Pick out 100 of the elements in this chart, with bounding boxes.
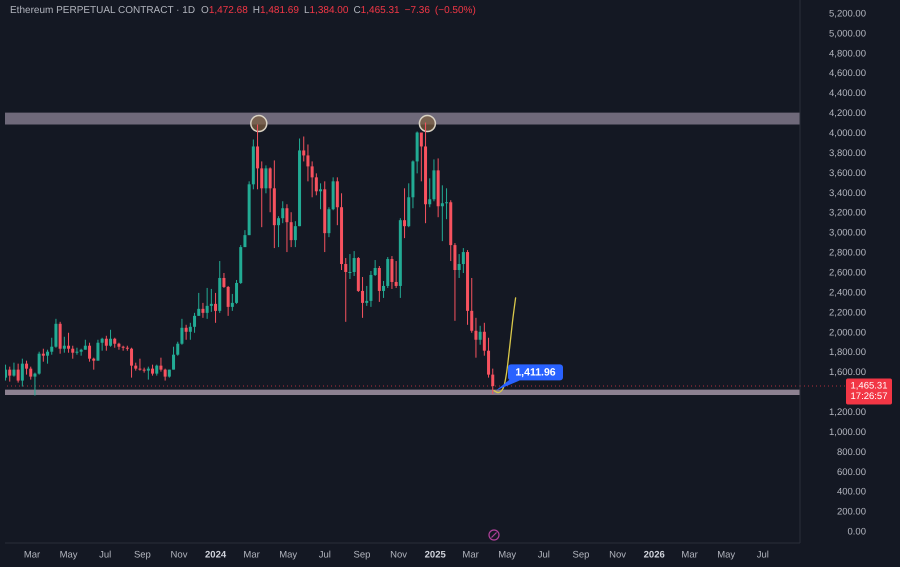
candlestick [230,293,234,312]
y-tick-label: 3,000.00 [829,228,866,239]
ref-line-label: 1,465.31 [850,380,888,392]
y-tick-label: 2,800.00 [829,248,866,259]
y-tick-label: 5,200.00 [829,8,866,20]
x-tick-label: May [498,550,516,561]
candlestick [159,357,162,372]
x-tick-label: May [717,550,736,561]
candlestick [197,292,200,316]
candlestick [20,358,24,388]
x-tick-label: Sep [572,550,590,561]
candlestick [285,204,288,253]
candlestick [403,188,406,239]
candlestick [184,324,188,340]
y-tick-label: 5,000.00 [829,28,866,40]
candlestick [260,160,264,228]
candlestick [222,272,226,288]
candlestick [130,347,134,378]
candlestick [201,302,204,318]
y-tick-label: 2,200.00 [829,307,866,318]
y-tick-label: 2,600.00 [829,267,866,278]
x-tick-label: Nov [390,550,408,561]
candlestick [420,132,423,182]
y-tick-label: 4,000.00 [829,128,866,140]
candlestick [302,136,306,162]
candlestick [277,216,280,248]
candlestick [428,178,432,208]
y-tick-label: 3,200.00 [829,208,866,219]
candlestick [294,220,297,248]
x-tick-label: Sep [134,550,151,561]
candlestick [46,349,50,364]
y-tick-label: 400.00 [836,486,866,498]
y-tick-label: 1,600.00 [829,367,866,378]
y-tick-label: 1,800.00 [829,347,866,358]
candlestick [25,360,28,376]
y-tick-label: 3,400.00 [829,188,866,199]
candlestick [487,337,490,378]
y-tick-label: 1,000.00 [829,426,866,438]
candlestick [214,292,218,324]
x-tick-label: 2025 [424,550,446,561]
candlestick [365,285,368,306]
candlestick [390,256,394,290]
x-tick-label: 2024 [205,550,227,561]
candlestick [491,368,494,395]
candlestick [210,288,213,312]
x-tick-label: May [279,550,298,561]
text: 17:26:57 [850,391,888,402]
candlestick [176,341,180,356]
candlestick [180,318,184,346]
candlestick [62,336,66,354]
candlestick [42,348,45,362]
y-tick-label: 4,400.00 [829,88,866,100]
candlestick [268,166,272,213]
candlestick [226,285,230,316]
candlestick [314,172,318,196]
y-tick-label: 2,000.00 [829,327,866,338]
candlestick [306,144,310,182]
candlestick [206,287,209,320]
x-tick-label: Nov [170,550,188,561]
y-tick-label: 600.00 [836,466,866,478]
y-tick-label: 0.00 [848,526,866,538]
x-tick-label: May [60,550,78,561]
candlestick [243,230,246,248]
candlestick [96,339,100,362]
candlestick [16,363,20,384]
candlestick [151,364,154,376]
candlestick [109,329,112,348]
candlestick [235,279,238,304]
candlestick [50,337,54,356]
candlestick [348,254,352,280]
y-tick-label: 800.00 [836,446,866,458]
x-tick-label: 2026 [644,550,665,561]
y-tick-label: 3,800.00 [829,148,866,159]
y-tick-label: 4,600.00 [829,68,866,80]
candlestick [172,346,176,370]
candlestick [8,366,12,382]
y-tick-label: 200.00 [836,506,866,518]
candlestick [88,342,92,362]
candlestick [12,362,16,378]
x-tick-label: Mar [462,550,479,561]
candlestick [256,124,260,190]
candlestick [92,357,96,370]
candlestick [445,188,448,220]
y-tick-label: 4,800.00 [829,48,866,60]
candlestick [394,260,398,288]
candlestick [164,368,167,382]
candlestick [482,322,486,356]
candlestick [5,364,8,382]
y-tick-label: 1,200.00 [829,406,866,418]
y-tick-label: 4,200.00 [829,108,866,120]
x-tick-label: Sep [354,550,370,561]
candlestick [319,182,322,210]
x-tick-label: Jul [318,550,331,561]
candlestick [470,277,474,334]
candlestick [344,258,348,322]
candlestick [352,250,356,276]
candlestick [361,276,364,318]
text: Ethereum PERPETUAL CONTRACT · 1D [10,5,196,16]
candlestick [478,325,482,346]
candlestick [67,332,70,354]
